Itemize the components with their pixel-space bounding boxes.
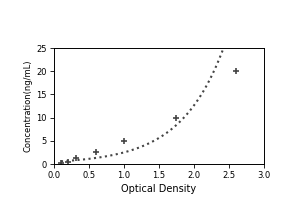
- Y-axis label: Concentration(ng/mL): Concentration(ng/mL): [23, 60, 32, 152]
- X-axis label: Optical Density: Optical Density: [122, 184, 196, 194]
